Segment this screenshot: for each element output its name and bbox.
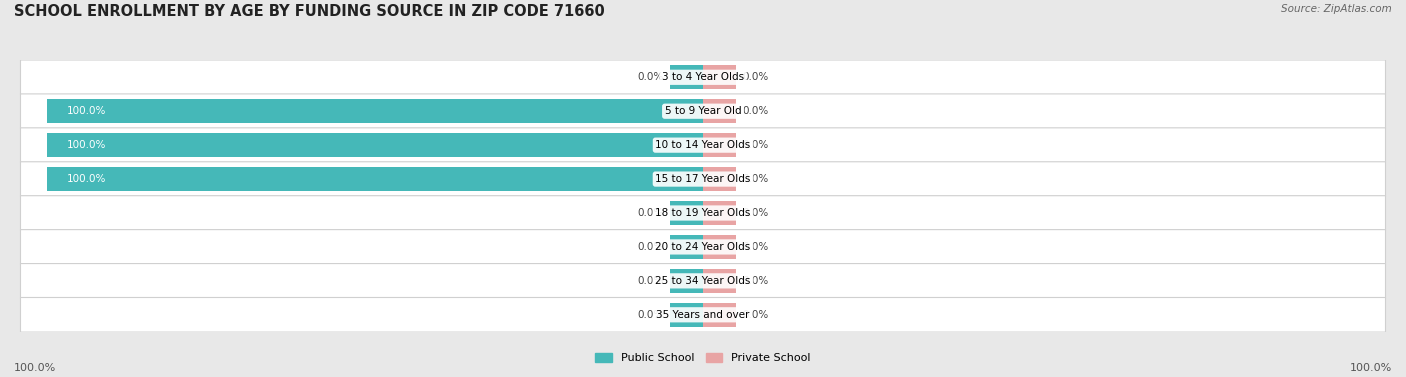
Bar <box>703 303 735 327</box>
Bar <box>703 201 735 225</box>
Text: 0.0%: 0.0% <box>742 242 769 252</box>
Text: 0.0%: 0.0% <box>742 276 769 286</box>
FancyBboxPatch shape <box>21 60 1385 95</box>
Text: 100.0%: 100.0% <box>66 106 105 116</box>
Bar <box>46 99 703 123</box>
Bar <box>671 235 703 259</box>
Text: 18 to 19 Year Olds: 18 to 19 Year Olds <box>655 208 751 218</box>
Text: 20 to 24 Year Olds: 20 to 24 Year Olds <box>655 242 751 252</box>
Bar <box>703 99 735 123</box>
Bar <box>671 303 703 327</box>
Text: 100.0%: 100.0% <box>1350 363 1392 373</box>
Bar <box>703 65 735 89</box>
Bar <box>671 65 703 89</box>
Bar <box>703 133 735 157</box>
Text: Source: ZipAtlas.com: Source: ZipAtlas.com <box>1281 4 1392 14</box>
Text: 35 Years and over: 35 Years and over <box>657 310 749 320</box>
Text: 0.0%: 0.0% <box>637 276 664 286</box>
FancyBboxPatch shape <box>21 297 1385 332</box>
Text: 5 to 9 Year Old: 5 to 9 Year Old <box>665 106 741 116</box>
Text: 0.0%: 0.0% <box>742 208 769 218</box>
Text: 10 to 14 Year Olds: 10 to 14 Year Olds <box>655 140 751 150</box>
Text: 25 to 34 Year Olds: 25 to 34 Year Olds <box>655 276 751 286</box>
Text: 0.0%: 0.0% <box>742 72 769 82</box>
FancyBboxPatch shape <box>21 264 1385 298</box>
FancyBboxPatch shape <box>21 94 1385 129</box>
FancyBboxPatch shape <box>21 230 1385 264</box>
Bar <box>671 201 703 225</box>
Text: 0.0%: 0.0% <box>637 72 664 82</box>
Legend: Public School, Private School: Public School, Private School <box>591 348 815 368</box>
Text: 0.0%: 0.0% <box>637 242 664 252</box>
Text: 15 to 17 Year Olds: 15 to 17 Year Olds <box>655 174 751 184</box>
FancyBboxPatch shape <box>21 196 1385 230</box>
Text: 100.0%: 100.0% <box>66 174 105 184</box>
Text: 0.0%: 0.0% <box>742 140 769 150</box>
Text: 0.0%: 0.0% <box>742 310 769 320</box>
Text: 0.0%: 0.0% <box>637 208 664 218</box>
Text: 100.0%: 100.0% <box>66 140 105 150</box>
Bar <box>46 167 703 191</box>
Text: 3 to 4 Year Olds: 3 to 4 Year Olds <box>662 72 744 82</box>
Text: 0.0%: 0.0% <box>637 310 664 320</box>
Bar <box>703 167 735 191</box>
Text: 0.0%: 0.0% <box>742 106 769 116</box>
FancyBboxPatch shape <box>21 128 1385 162</box>
Bar <box>703 269 735 293</box>
Text: 0.0%: 0.0% <box>742 174 769 184</box>
Bar <box>703 235 735 259</box>
Text: 100.0%: 100.0% <box>14 363 56 373</box>
Bar <box>671 269 703 293</box>
FancyBboxPatch shape <box>21 162 1385 196</box>
Text: SCHOOL ENROLLMENT BY AGE BY FUNDING SOURCE IN ZIP CODE 71660: SCHOOL ENROLLMENT BY AGE BY FUNDING SOUR… <box>14 4 605 19</box>
Bar <box>46 133 703 157</box>
